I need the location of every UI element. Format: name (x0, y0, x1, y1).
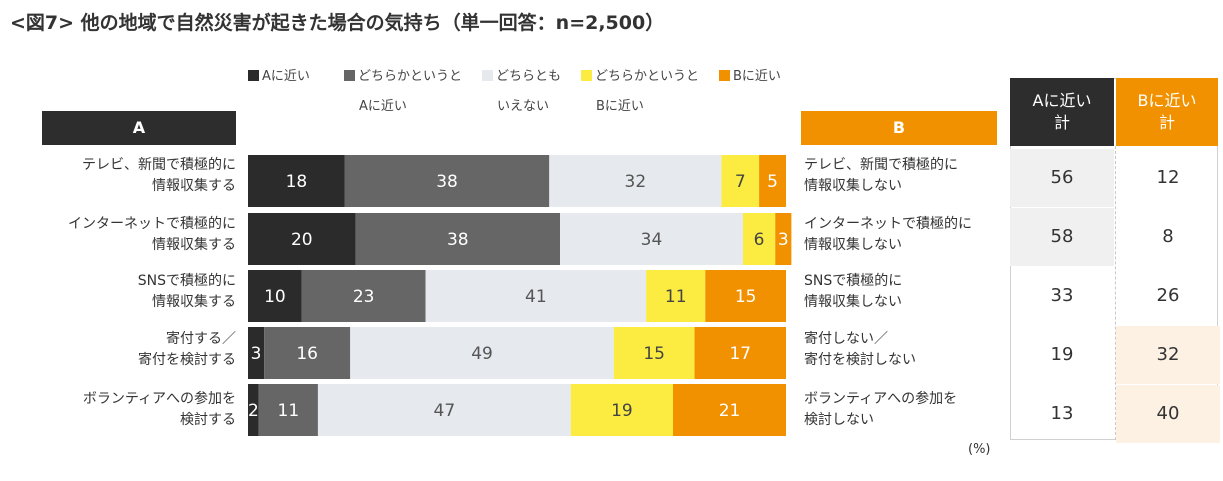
bar-segment-b (705, 270, 786, 322)
bar-segment-rather-a (344, 155, 550, 207)
summary-b-total: 40 (1116, 385, 1220, 443)
bar-value-label: 2 (248, 401, 259, 421)
bar-value-label: 16 (296, 344, 318, 364)
summary-divider (1115, 146, 1116, 440)
legend-item-rather-b: どちらかというと Bに近い (581, 62, 699, 122)
summary-head-b: Bに近い計 (1116, 78, 1218, 146)
summary-a-total: 33 (1050, 285, 1074, 306)
bar-segment-rather-b (570, 384, 674, 436)
bar-segment-b (759, 155, 786, 207)
bar-value-label: 21 (719, 401, 741, 421)
row-label-a: インターネットで積極的に 情報収集する (68, 216, 236, 253)
legend-label: Aに近い (262, 69, 310, 84)
bar-value-label: 17 (729, 344, 751, 364)
chart-title: <図7> 他の地域で自然災害が起きた場合の気持ち（単一回答：n=2,500） (10, 12, 665, 34)
legend-item-neither: どちらとも いえない (482, 62, 561, 122)
summary-a-total: 58 (1010, 208, 1114, 266)
bar-value-label: 32 (625, 172, 647, 192)
summary-b-total: 8 (1162, 226, 1174, 247)
bar-segment-a (248, 270, 302, 322)
summary-b-total: 26 (1156, 285, 1180, 306)
bar-segment-rather-b (646, 270, 706, 322)
summary-a-total: 19 (1050, 344, 1074, 365)
row-label-b: SNSで積極的に 情報収集しない (804, 273, 903, 310)
bar-value-label: 6 (754, 230, 765, 250)
bar-value-label: 3 (778, 230, 789, 250)
bar-value-label: 20 (291, 230, 313, 250)
bar-value-label: 5 (767, 172, 778, 192)
bar-value-label: 11 (278, 401, 300, 421)
legend-item-b: Bに近い (719, 62, 781, 92)
legend-label: どちらかというと (358, 69, 463, 84)
bar-value-label: 38 (447, 230, 469, 250)
legend-swatch (248, 70, 259, 81)
header-a: A (42, 111, 236, 145)
bar-value-label: 11 (665, 287, 687, 307)
bar-segment-neither (350, 327, 614, 379)
bar-value-label: 3 (251, 344, 262, 364)
bar-segment-b (673, 384, 786, 436)
bar-value-label: 15 (735, 287, 757, 307)
legend-item-rather-a: どちらかというと Aに近い (344, 62, 462, 122)
bar-value-label: 15 (643, 344, 665, 364)
bar-value-label: 41 (525, 287, 547, 307)
bar-segment-rather-a (258, 384, 318, 436)
bar-segment-neither (549, 155, 722, 207)
bar-value-label: 19 (611, 401, 633, 421)
row-label-a: SNSで積極的に 情報収集する (137, 273, 236, 310)
legend-label: どちらとも (496, 69, 562, 84)
unit-label: (%) (968, 442, 991, 457)
legend-label-line2: Bに近い (596, 99, 644, 114)
row-label-b: インターネットで積極的に 情報収集しない (804, 216, 972, 253)
row-label-b: テレビ、新聞で積極的に 情報収集しない (804, 157, 958, 194)
bar-segment-a (248, 213, 356, 265)
bar-segment-neither (425, 270, 647, 322)
bar-segment-rather-a (301, 270, 426, 322)
bar-segment-rather-a (264, 327, 351, 379)
bar-segment-b (694, 327, 786, 379)
legend-label: どちらかというと (595, 69, 700, 84)
bar-segment-rather-b (613, 327, 695, 379)
summary-b-total: 12 (1156, 167, 1180, 188)
row-label-a: ボランティアへの参加を 検討する (82, 391, 236, 428)
legend-label: Bに近い (733, 69, 781, 84)
summary-a-total: 56 (1010, 149, 1114, 207)
row-label-a: 寄付する／ 寄付を検討する (138, 331, 236, 368)
bar-value-label: 34 (641, 230, 663, 250)
legend-item-a: Aに近い (248, 62, 310, 92)
summary-b-total: 32 (1116, 326, 1220, 384)
bar-segment-neither (317, 384, 571, 436)
bar-segment-rather-b (721, 155, 760, 207)
bar-value-label: 23 (353, 287, 375, 307)
bar-segment-rather-a (355, 213, 561, 265)
header-b: B (801, 111, 997, 145)
bar-segment-b (775, 213, 792, 265)
bar-value-label: 49 (471, 344, 493, 364)
summary-head-a: Aに近い計 (1010, 78, 1114, 146)
bar-value-label: 18 (286, 172, 308, 192)
bar-segment-rather-b (742, 213, 776, 265)
row-label-a: テレビ、新聞で積極的に 情報収集する (82, 157, 236, 194)
bar-segment-neither (560, 213, 743, 265)
bar-value-label: 47 (434, 401, 456, 421)
legend-swatch (344, 70, 355, 81)
legend-swatch (719, 70, 730, 81)
bar-value-label: 38 (436, 172, 458, 192)
bar-segment-a (248, 384, 259, 436)
row-label-b: ボランティアへの参加を 検討しない (804, 391, 958, 428)
bar-value-label: 10 (264, 287, 286, 307)
legend-swatch (482, 70, 493, 81)
bar-segment-a (248, 155, 345, 207)
legend-swatch (581, 70, 592, 81)
bar-segment-a (248, 327, 265, 379)
summary-a-total: 13 (1050, 403, 1074, 424)
bar-value-label: 7 (735, 172, 746, 192)
legend-label-line2: Aに近い (359, 99, 407, 114)
row-label-b: 寄付しない／ 寄付を検討しない (804, 331, 916, 368)
legend-label-line2: いえない (497, 99, 550, 114)
